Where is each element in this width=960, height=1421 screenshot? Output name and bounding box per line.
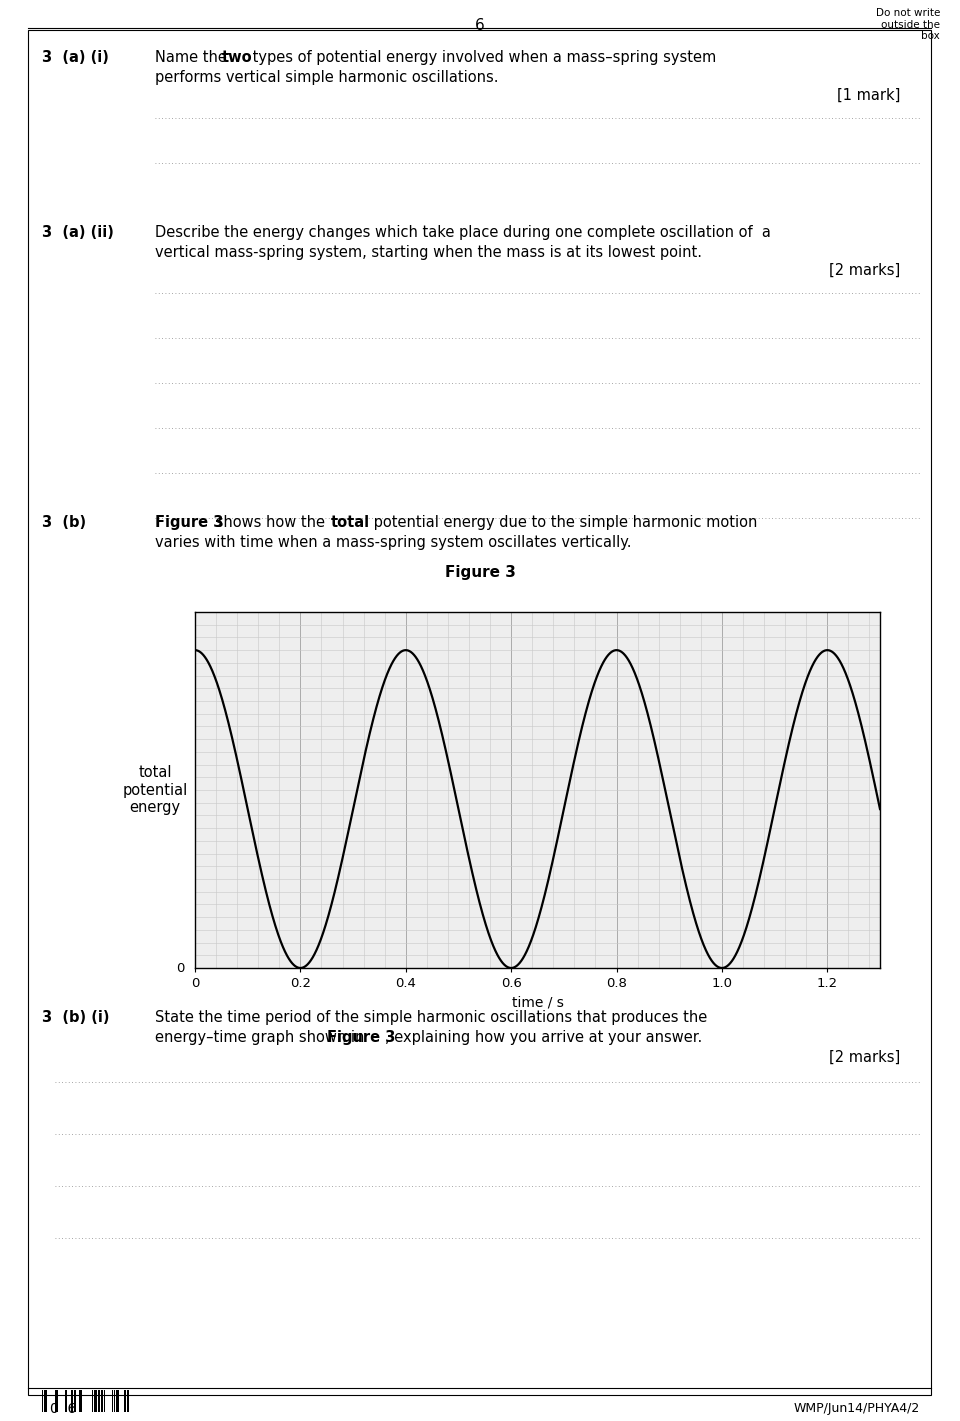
Bar — [65, 1390, 67, 1412]
Bar — [112, 1390, 113, 1412]
Text: Figure 3: Figure 3 — [444, 566, 516, 580]
Text: 6: 6 — [475, 18, 485, 33]
Text: [2 marks]: [2 marks] — [828, 1050, 900, 1064]
Text: Describe the energy changes which take place during one complete oscillation of : Describe the energy changes which take p… — [155, 225, 771, 240]
Bar — [79, 1390, 82, 1412]
Text: 3  (a) (i): 3 (a) (i) — [42, 50, 108, 65]
Text: 3  (b) (i): 3 (b) (i) — [42, 1010, 109, 1025]
Bar — [101, 1390, 103, 1412]
Bar — [114, 1390, 115, 1412]
Text: total
potential
energy: total potential energy — [122, 764, 187, 814]
X-axis label: time / s: time / s — [512, 996, 564, 1009]
Text: Figure 3: Figure 3 — [155, 514, 224, 530]
FancyBboxPatch shape — [28, 30, 931, 1395]
Bar — [55, 1390, 58, 1412]
Bar — [42, 1390, 43, 1412]
Text: 0  6: 0 6 — [50, 1403, 77, 1415]
Text: Name the: Name the — [155, 50, 231, 65]
Text: energy–time graph shown in: energy–time graph shown in — [155, 1030, 369, 1044]
Bar — [44, 1390, 47, 1412]
Bar — [94, 1390, 97, 1412]
Text: Do not write
outside the
box: Do not write outside the box — [876, 9, 940, 41]
Text: total: total — [331, 514, 371, 530]
Bar — [104, 1390, 105, 1412]
Text: 3  (a) (ii): 3 (a) (ii) — [42, 225, 114, 240]
Text: varies with time when a mass-spring system oscillates vertically.: varies with time when a mass-spring syst… — [155, 534, 632, 550]
Text: State the time period of the simple harmonic oscillations that produces the: State the time period of the simple harm… — [155, 1010, 708, 1025]
Text: vertical mass-spring system, starting when the mass is at its lowest point.: vertical mass-spring system, starting wh… — [155, 244, 702, 260]
Text: two: two — [222, 50, 252, 65]
Bar — [71, 1390, 73, 1412]
Text: performs vertical simple harmonic oscillations.: performs vertical simple harmonic oscill… — [155, 70, 498, 85]
Text: 3  (b): 3 (b) — [42, 514, 86, 530]
Bar — [92, 1390, 93, 1412]
Text: shows how the: shows how the — [211, 514, 329, 530]
Bar — [116, 1390, 119, 1412]
Bar — [98, 1390, 100, 1412]
Text: [2 marks]: [2 marks] — [828, 263, 900, 279]
Text: 0: 0 — [177, 962, 184, 975]
Bar — [124, 1390, 126, 1412]
Text: potential energy due to the simple harmonic motion: potential energy due to the simple harmo… — [369, 514, 757, 530]
Bar — [74, 1390, 76, 1412]
Bar — [127, 1390, 129, 1412]
Text: , explaining how you arrive at your answer.: , explaining how you arrive at your answ… — [385, 1030, 703, 1044]
Text: WMP/Jun14/PHYA4/2: WMP/Jun14/PHYA4/2 — [794, 1403, 920, 1415]
Text: Figure 3: Figure 3 — [327, 1030, 396, 1044]
Text: types of potential energy involved when a mass–spring system: types of potential energy involved when … — [248, 50, 716, 65]
Text: [1 mark]: [1 mark] — [836, 88, 900, 102]
